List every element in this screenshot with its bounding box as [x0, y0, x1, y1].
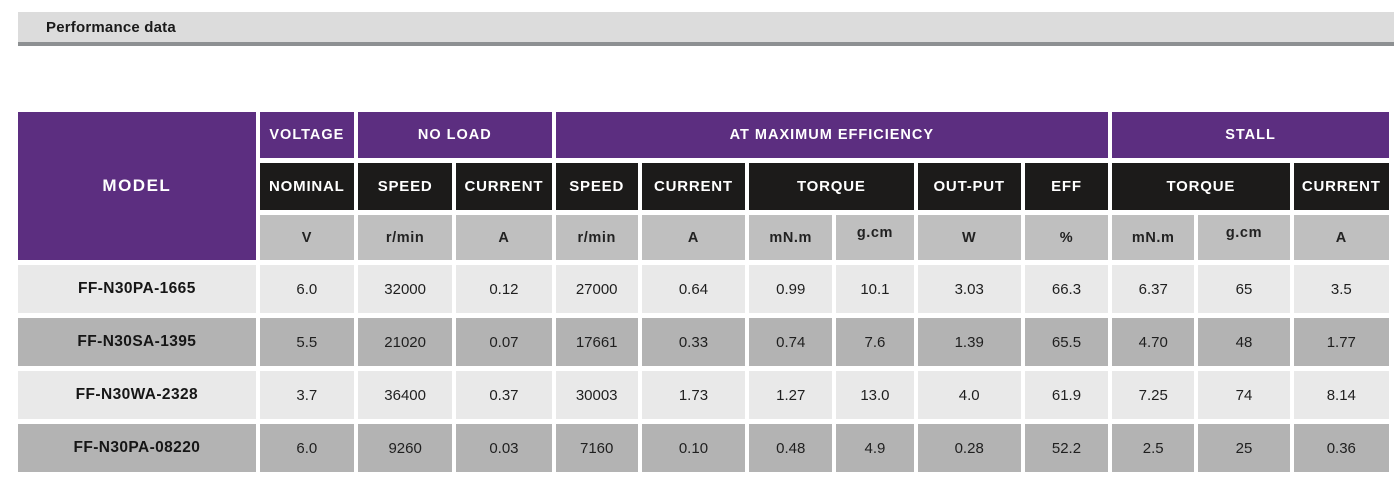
value-cell: 0.48 [749, 424, 833, 472]
value-cell: 0.33 [641, 318, 746, 366]
value-cell: 7.6 [836, 318, 914, 366]
value-cell: 0.37 [456, 371, 552, 419]
value-cell: 0.10 [641, 424, 746, 472]
value-cell: 10.1 [836, 265, 914, 313]
value-cell: 0.03 [456, 424, 552, 472]
value-cell: 1.27 [749, 371, 833, 419]
unit-watt: W [917, 215, 1021, 260]
sub-header-speed-maxeff: SPEED [555, 163, 638, 210]
value-cell: 36400 [357, 371, 453, 419]
value-cell: 65.5 [1024, 318, 1109, 366]
performance-table: MODEL VOLTAGE NO LOAD AT MAXIMUM EFFICIE… [14, 107, 1393, 477]
group-header-no-load: NO LOAD [357, 112, 552, 158]
value-cell: 2.5 [1112, 424, 1195, 472]
value-cell: 13.0 [836, 371, 914, 419]
value-cell: 1.77 [1293, 318, 1389, 366]
sub-header-row: NOMINAL SPEED CURRENT SPEED CURRENT TORQ… [18, 163, 1389, 210]
unit-mnm-stall: mN.m [1112, 215, 1195, 260]
sub-header-output: OUT-PUT [917, 163, 1021, 210]
units-row: V r/min A r/min A mN.m g.cm W % mN.m g.c… [18, 215, 1389, 260]
unit-volt: V [259, 215, 354, 260]
unit-amp-maxeff: A [641, 215, 746, 260]
sub-header-nominal: NOMINAL [259, 163, 354, 210]
sub-header-current-noload: CURRENT [456, 163, 552, 210]
value-cell: 25 [1198, 424, 1290, 472]
value-cell: 0.64 [641, 265, 746, 313]
model-cell: FF-N30PA-08220 [18, 424, 256, 472]
value-cell: 3.7 [259, 371, 354, 419]
value-cell: 3.5 [1293, 265, 1389, 313]
table-row: FF-N30SA-1395 5.5 21020 0.07 17661 0.33 … [18, 318, 1389, 366]
value-cell: 5.5 [259, 318, 354, 366]
sub-header-torque-maxeff: TORQUE [749, 163, 914, 210]
table-row: FF-N30PA-08220 6.0 9260 0.03 7160 0.10 0… [18, 424, 1389, 472]
unit-rpm-noload: r/min [357, 215, 453, 260]
value-cell: 32000 [357, 265, 453, 313]
section-title: Performance data [46, 18, 176, 36]
value-cell: 8.14 [1293, 371, 1389, 419]
model-cell: FF-N30WA-2328 [18, 371, 256, 419]
value-cell: 3.03 [917, 265, 1021, 313]
value-cell: 0.74 [749, 318, 833, 366]
section-title-band: Performance data [18, 12, 1394, 46]
model-cell: FF-N30PA-1665 [18, 265, 256, 313]
value-cell: 66.3 [1024, 265, 1109, 313]
value-cell: 9260 [357, 424, 453, 472]
value-cell: 1.39 [917, 318, 1021, 366]
value-cell: 4.0 [917, 371, 1021, 419]
value-cell: 0.99 [749, 265, 833, 313]
value-cell: 30003 [555, 371, 638, 419]
value-cell: 0.28 [917, 424, 1021, 472]
value-cell: 27000 [555, 265, 638, 313]
unit-gcm-maxeff: g.cm [836, 215, 914, 260]
value-cell: 48 [1198, 318, 1290, 366]
unit-percent: % [1024, 215, 1109, 260]
value-cell: 6.0 [259, 265, 354, 313]
sub-header-current-maxeff: CURRENT [641, 163, 746, 210]
value-cell: 74 [1198, 371, 1290, 419]
value-cell: 61.9 [1024, 371, 1109, 419]
value-cell: 7.25 [1112, 371, 1195, 419]
model-column-header: MODEL [18, 112, 256, 260]
value-cell: 0.12 [456, 265, 552, 313]
unit-amp-noload: A [456, 215, 552, 260]
group-header-at-max-efficiency: AT MAXIMUM EFFICIENCY [555, 112, 1109, 158]
value-cell: 4.70 [1112, 318, 1195, 366]
unit-mnm-maxeff: mN.m [749, 215, 833, 260]
table-row: FF-N30PA-1665 6.0 32000 0.12 27000 0.64 … [18, 265, 1389, 313]
table-row: FF-N30WA-2328 3.7 36400 0.37 30003 1.73 … [18, 371, 1389, 419]
sub-header-speed-noload: SPEED [357, 163, 453, 210]
value-cell: 0.36 [1293, 424, 1389, 472]
sub-header-current-stall: CURRENT [1293, 163, 1389, 210]
group-header-voltage: VOLTAGE [259, 112, 354, 158]
unit-rpm-maxeff: r/min [555, 215, 638, 260]
unit-gcm-stall: g.cm [1198, 215, 1290, 260]
value-cell: 1.73 [641, 371, 746, 419]
value-cell: 4.9 [836, 424, 914, 472]
sub-header-eff: EFF [1024, 163, 1109, 210]
model-cell: FF-N30SA-1395 [18, 318, 256, 366]
group-header-stall: STALL [1112, 112, 1389, 158]
value-cell: 65 [1198, 265, 1290, 313]
value-cell: 52.2 [1024, 424, 1109, 472]
sub-header-torque-stall: TORQUE [1112, 163, 1290, 210]
value-cell: 0.07 [456, 318, 552, 366]
value-cell: 17661 [555, 318, 638, 366]
value-cell: 7160 [555, 424, 638, 472]
group-header-row: MODEL VOLTAGE NO LOAD AT MAXIMUM EFFICIE… [18, 112, 1389, 260]
unit-amp-stall: A [1293, 215, 1389, 260]
value-cell: 6.37 [1112, 265, 1195, 313]
value-cell: 6.0 [259, 424, 354, 472]
value-cell: 21020 [357, 318, 453, 366]
